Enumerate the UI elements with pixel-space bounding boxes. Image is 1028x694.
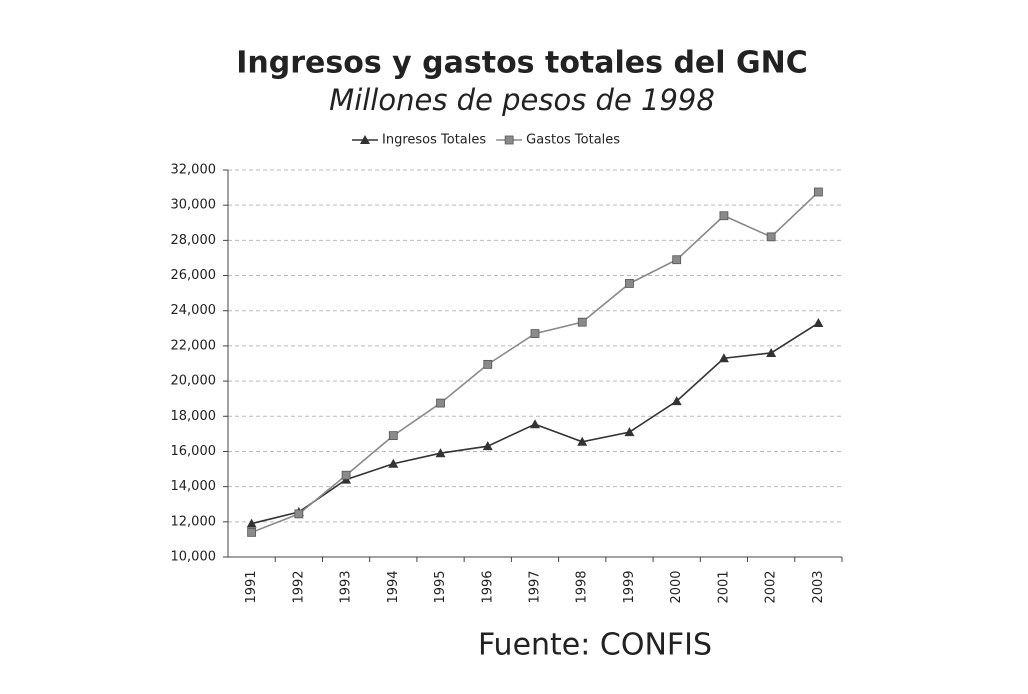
y-tick-label: 22,000: [171, 338, 217, 353]
x-tick-label: 2003: [811, 570, 826, 603]
data-point: [719, 211, 729, 221]
y-tick-label: 32,000: [171, 163, 217, 178]
data-point: [388, 458, 399, 468]
x-tick-label: 1996: [480, 570, 495, 603]
legend-marker: [360, 135, 370, 144]
data-point: [530, 419, 540, 429]
y-tick-label: 28,000: [171, 233, 217, 248]
x-tick-label: 1992: [291, 570, 306, 603]
legend-label: Gastos Totales: [526, 133, 620, 148]
data-point: [435, 448, 446, 458]
y-tick-label: 14,000: [171, 479, 217, 494]
data-point: [766, 232, 776, 242]
data-point: [388, 431, 398, 441]
legend-label: Ingresos Totales: [382, 133, 486, 148]
x-tick-label: 1993: [339, 570, 354, 603]
y-tick-label: 10,000: [171, 550, 217, 565]
y-tick-label: 12,000: [171, 514, 217, 529]
x-tick-label: 1997: [528, 570, 543, 603]
chart-title: Ingresos y gastos totales del GNC: [236, 46, 808, 81]
x-tick-label: 2001: [716, 570, 731, 603]
data-point: [530, 329, 540, 338]
series-line: [251, 191, 819, 534]
x-tick-label: 1998: [575, 570, 590, 603]
data-point: [718, 353, 729, 363]
data-point: [482, 441, 493, 451]
legend-marker: [504, 135, 514, 145]
chart-subtitle: Millones de pesos de 1998: [329, 83, 715, 117]
data-point: [813, 318, 824, 328]
x-tick-label: 1995: [433, 570, 448, 603]
data-point: [341, 470, 351, 480]
data-point: [247, 527, 257, 537]
data-point: [813, 187, 823, 197]
x-tick-label: 1991: [244, 570, 259, 603]
x-tick-label: 1999: [622, 570, 637, 603]
y-tick-label: 24,000: [171, 303, 217, 318]
source-note: Fuente: CONFIS: [478, 628, 712, 663]
x-tick-label: 1994: [386, 570, 401, 603]
data-point: [294, 509, 304, 519]
data-point: [671, 396, 682, 406]
y-tick-label: 30,000: [171, 198, 217, 213]
data-point: [766, 347, 777, 357]
x-tick-label: 2000: [669, 570, 684, 603]
x-tick-label: 2002: [764, 570, 779, 603]
data-point: [483, 359, 493, 369]
data-point: [436, 398, 445, 408]
data-point: [672, 255, 682, 265]
data-point: [246, 518, 257, 528]
y-tick-label: 20,000: [171, 374, 217, 389]
data-point: [577, 317, 587, 327]
y-tick-label: 18,000: [171, 409, 217, 424]
data-point: [625, 279, 634, 288]
y-tick-label: 16,000: [171, 444, 217, 459]
data-point: [577, 436, 588, 446]
data-point: [624, 427, 635, 437]
y-tick-label: 26,000: [171, 268, 217, 283]
